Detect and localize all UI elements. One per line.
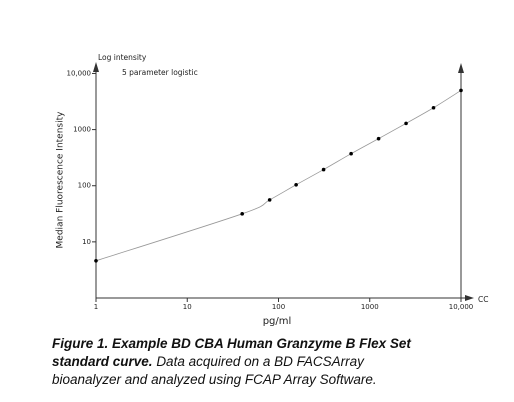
y-tick-label: 10,000 [67, 69, 92, 77]
y-tick-label: 1000 [73, 126, 91, 134]
x-axis-label: pg/ml [263, 316, 292, 327]
caption: Figure 1. Example BD CBA Human Granzyme … [52, 335, 430, 389]
y-arrow [93, 62, 99, 72]
data-point [294, 182, 298, 187]
data-point [404, 121, 408, 126]
fit-label: 5 parameter logistic [122, 68, 198, 77]
y-axis-label: Median Fluorescence Intensity [56, 111, 66, 249]
x-tick-label: 1000 [361, 303, 379, 311]
data-point [431, 105, 436, 110]
data-point [459, 88, 463, 93]
y-tick-label: 10 [82, 238, 91, 246]
data-point [376, 136, 381, 141]
fit-curve [95, 90, 462, 262]
y-tick-label: 100 [78, 182, 91, 190]
x-axis-end-label: CC [478, 295, 488, 304]
x-tick-label: 10,000 [449, 303, 474, 311]
data-point [349, 151, 353, 156]
data-point [321, 167, 326, 172]
chart: Log intensity 5 parameter logistic Media… [56, 53, 489, 327]
data-point [240, 212, 244, 216]
x-tick-label: 1 [94, 303, 98, 311]
x-tick-label: 100 [272, 303, 285, 311]
x-tick-label: 10 [183, 303, 192, 311]
y-axis-title: Log intensity [98, 53, 147, 62]
caption-text: Data acquired on a BD FACSArray bioanaly… [52, 354, 377, 387]
x-arrow [465, 295, 474, 301]
data-point [94, 258, 98, 263]
axes [95, 64, 472, 299]
caption-title: Figure 1. Example BD CBA Human Granzyme … [52, 336, 411, 369]
right-arrow [458, 63, 464, 73]
data-point [267, 198, 272, 202]
